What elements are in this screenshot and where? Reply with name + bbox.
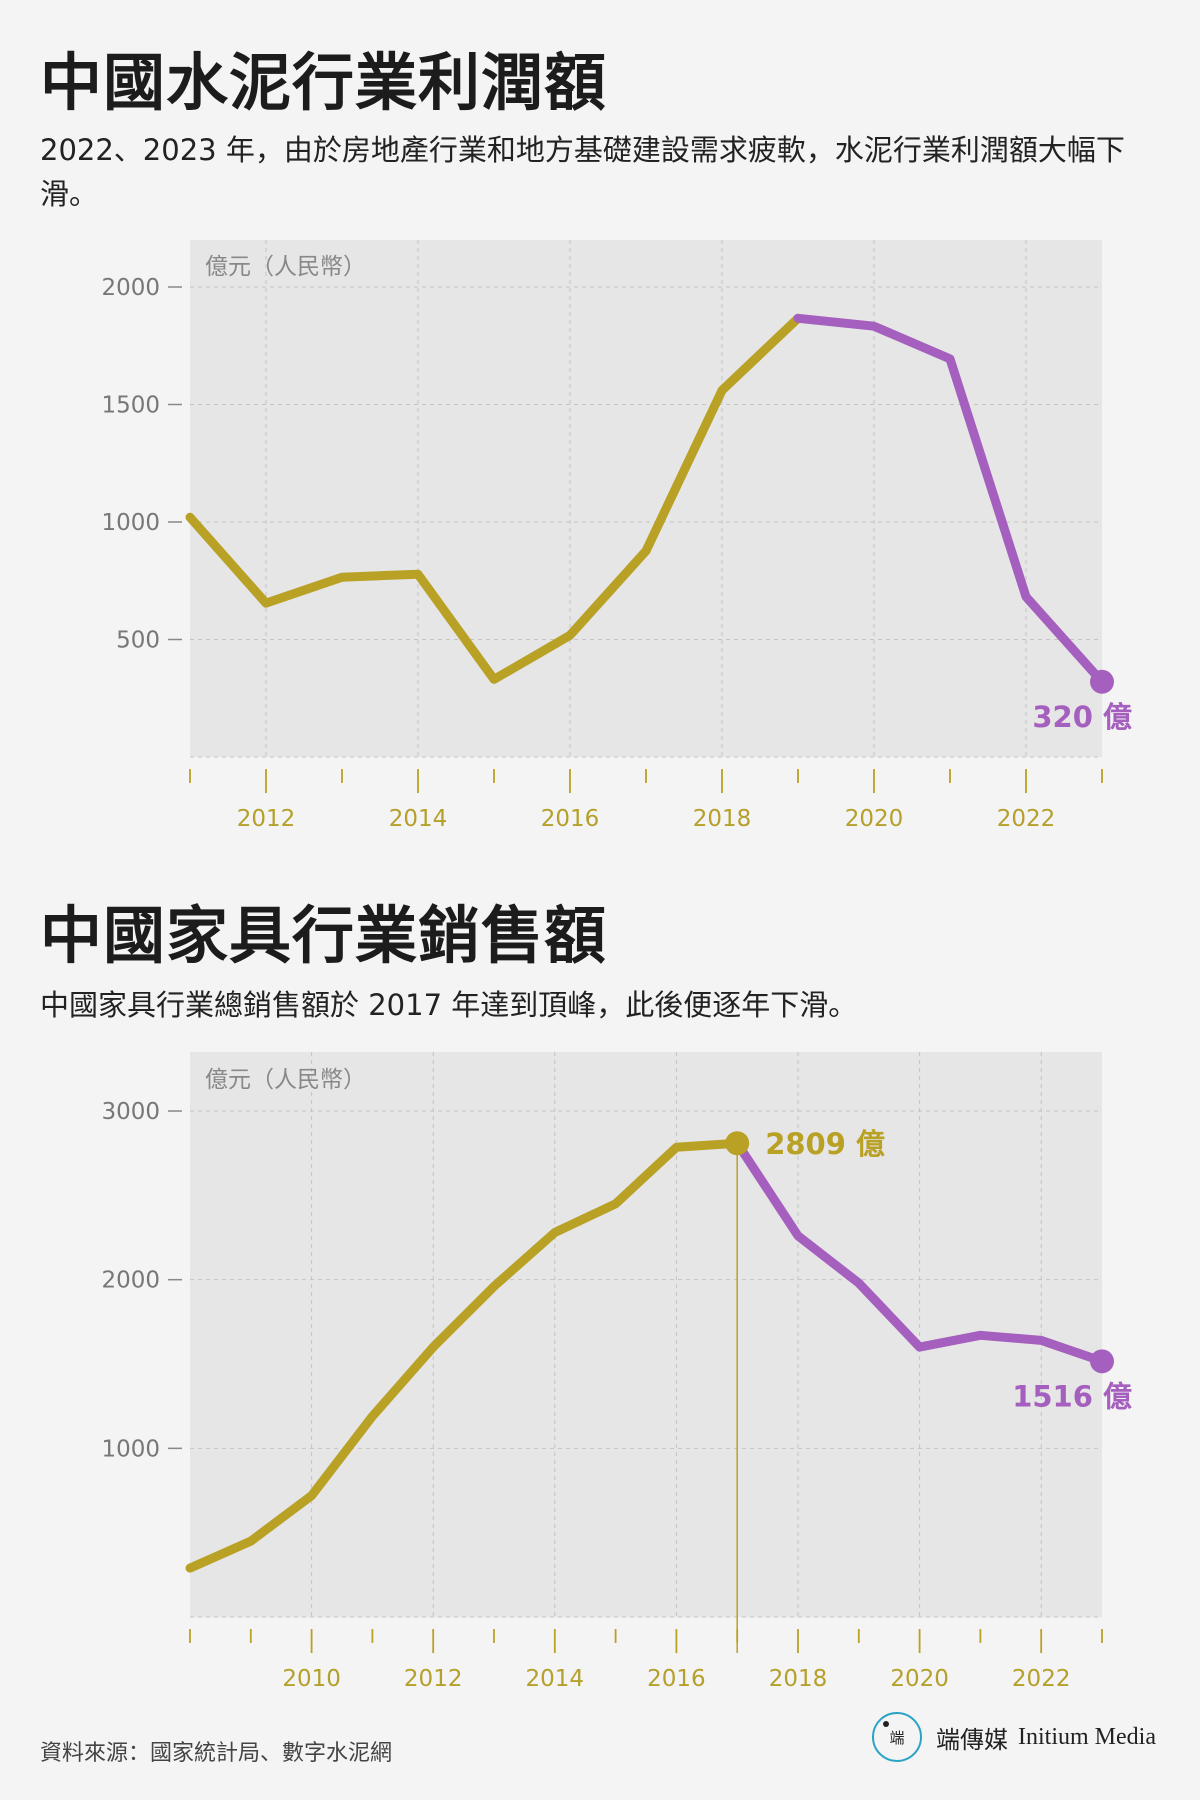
brand-mark-icon: 端 [872,1712,922,1762]
y-tick-label: 500 [116,628,160,654]
series-line-decline [793,313,1107,687]
end-dot [1090,669,1114,694]
furniture-sales-chart: 1000 2000 3000 2010 2012 2014 2016 2018 2020 2022… [101,1052,1132,1692]
chart2-title: 中國家具行業銷售額 [40,899,608,972]
series-line-pre [185,1138,742,1573]
unit-label: 億元（人民幣） [205,1067,366,1093]
peak-dot [725,1131,750,1156]
brand-name-en: Initium Media [1018,1723,1156,1750]
x-tick-label: 2010 [282,1666,341,1692]
x-tick-label: 2014 [526,1666,585,1692]
x-tick-label: 2020 [845,806,904,832]
y-tick-label: 1500 [101,393,160,419]
plot-background [190,240,1102,757]
x-tick-label: 2022 [997,806,1056,832]
x-tick-label: 2020 [890,1666,949,1692]
end-value-label: 1516 億 [1012,1379,1132,1413]
series-line-decline [732,1138,1107,1366]
x-tick-label: 2016 [541,806,600,832]
peak-value-label: 2809 億 [765,1127,885,1161]
series-line-pre [185,313,803,684]
brand-name: 端傳媒 [936,1725,1008,1754]
chart1-title: 中國水泥行業利潤額 [40,46,608,119]
end-value-label: 320 億 [1032,700,1132,734]
plot-background [190,1052,1102,1617]
end-dot [1090,1349,1114,1374]
x-tick-label: 2016 [647,1666,706,1692]
y-tick-label: 2000 [101,275,160,301]
x-tick-label: 2022 [1012,1666,1071,1692]
x-tick-label: 2018 [769,1666,828,1692]
unit-label: 億元（人民幣） [205,254,366,280]
x-tick-label: 2012 [404,1666,463,1692]
chart2-subtitle: 中國家具行業總銷售額於 2017 年達到頂峰，此後便逐年下滑。 [40,988,858,1022]
y-tick-label: 3000 [101,1099,160,1125]
y-tick-label: 2000 [101,1268,160,1294]
chart1-subtitle: 2022、2023 年，由於房地產行業和地方基礎建設需求疲軟，水泥行業利潤額大幅… [40,133,1125,211]
y-tick-label: 1000 [101,510,160,536]
x-tick-label: 2014 [389,806,448,832]
x-tick-label: 2018 [693,806,752,832]
x-tick-label: 2012 [237,806,296,832]
y-tick-label: 1000 [101,1436,160,1462]
source-note: 資料來源：國家統計局、數字水泥網 [40,1741,393,1766]
brand-logo[interactable]: 端 端傳媒 Initium Media [872,1712,1156,1762]
